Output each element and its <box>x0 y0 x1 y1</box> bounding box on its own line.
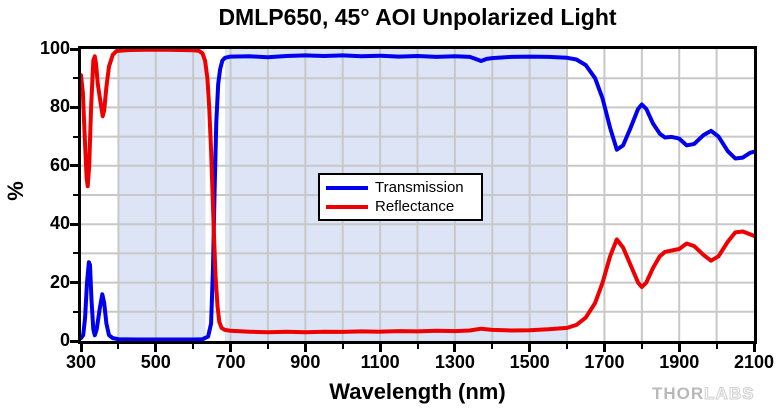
x-minor-tick <box>640 344 643 349</box>
y-major-tick <box>70 281 78 285</box>
x-major-tick <box>303 344 307 352</box>
x-major-tick <box>677 344 681 352</box>
x-major-tick <box>79 344 83 352</box>
y-tick-label: 40 <box>49 213 70 234</box>
x-minor-tick <box>266 344 269 349</box>
x-minor-tick <box>715 344 718 349</box>
x-tick-label: 1500 <box>509 352 550 372</box>
y-tick-label: 20 <box>49 271 70 292</box>
x-major-tick <box>378 344 382 352</box>
legend-item-transmission: Transmission <box>320 178 481 197</box>
x-major-tick <box>154 344 158 352</box>
legend-item-reflectance: Reflectance <box>320 197 481 216</box>
y-major-tick <box>70 222 78 226</box>
x-minor-tick <box>117 344 120 349</box>
transmission-line-sample <box>326 185 368 190</box>
x-minor-tick <box>416 344 419 349</box>
y-major-tick <box>70 339 78 343</box>
y-tick-label: 60 <box>49 154 70 175</box>
x-tick-label: 1100 <box>360 352 400 372</box>
x-minor-tick <box>491 344 494 349</box>
y-minor-tick <box>73 77 78 80</box>
y-tick-label: 100 <box>39 38 70 58</box>
watermark-text-solid: THOR <box>652 384 705 403</box>
x-minor-tick <box>566 344 569 349</box>
thorlabs-watermark: THORLABS <box>652 384 754 404</box>
x-major-tick <box>602 344 606 352</box>
legend-label-transmission: Transmission <box>375 179 464 196</box>
x-tick-label: 2100 <box>733 352 775 372</box>
y-major-tick <box>70 164 78 168</box>
x-axis-label: Wavelength (nm) <box>329 379 506 404</box>
y-minor-tick <box>73 194 78 196</box>
x-tick-label: 1900 <box>659 352 700 372</box>
legend: Transmission Reflectance <box>318 173 483 221</box>
x-major-tick <box>528 344 532 352</box>
x-tick-label: 500 <box>140 352 171 372</box>
y-tick-label: 80 <box>49 96 70 117</box>
x-major-tick <box>229 344 233 352</box>
x-tick-label: 900 <box>290 352 321 372</box>
x-tick-label: 1300 <box>434 352 475 372</box>
reflectance-line-sample <box>326 204 368 209</box>
x-major-tick <box>453 344 457 352</box>
x-tick-label: 1700 <box>584 352 625 372</box>
y-minor-tick <box>73 252 78 255</box>
reflectance-curve <box>81 49 754 335</box>
y-minor-tick <box>73 135 78 138</box>
x-minor-tick <box>192 344 195 349</box>
chart-title: DMLP650, 45° AOI Unpolarized Light <box>218 4 617 30</box>
y-major-tick <box>70 105 78 109</box>
x-major-tick <box>752 344 756 352</box>
y-minor-tick <box>73 310 78 313</box>
x-tick-label: 300 <box>65 352 97 372</box>
legend-label-reflectance: Reflectance <box>375 198 455 215</box>
plot-area <box>78 46 757 344</box>
x-tick-label: 700 <box>215 352 246 372</box>
y-tick-label: 0 <box>59 330 70 350</box>
y-major-tick <box>70 47 78 51</box>
transmission-curve <box>81 53 754 341</box>
x-minor-tick <box>341 344 344 349</box>
watermark-text-outline: LABS <box>704 384 755 404</box>
